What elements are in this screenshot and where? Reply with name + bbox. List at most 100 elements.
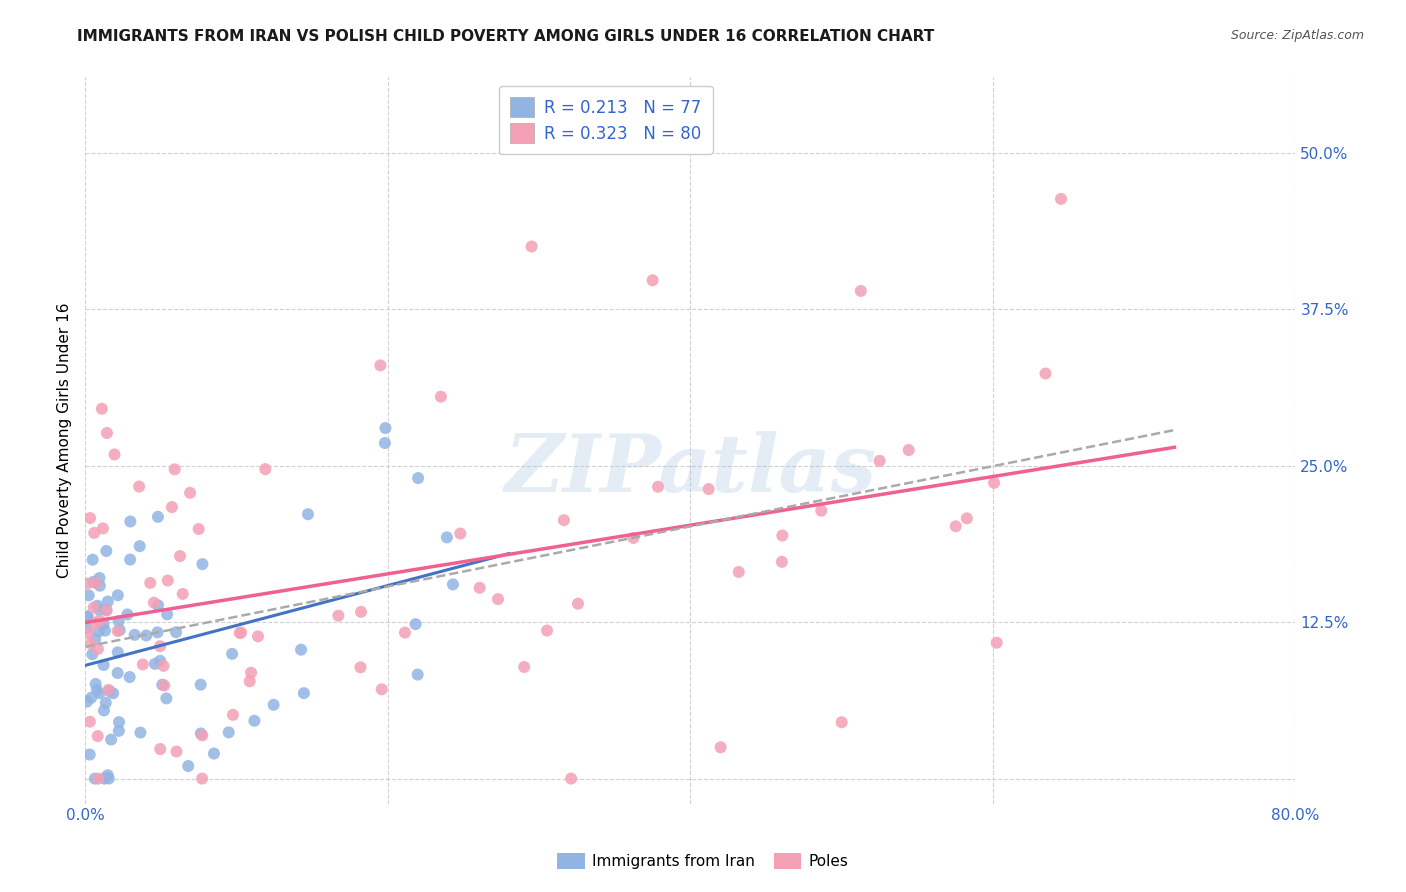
Point: [647, 480, 669, 494]
Point: [96, 603, 118, 617]
Point: [567, 597, 589, 611]
Point: [93, 616, 115, 631]
Point: [76, 625, 98, 640]
Point: [406, 667, 429, 681]
Point: [89, 686, 111, 700]
Point: [221, 647, 243, 661]
Point: [80, 636, 103, 650]
Point: [87, 772, 110, 786]
Point: [405, 617, 427, 632]
Point: [246, 629, 269, 643]
Point: [96, 425, 118, 440]
Point: [143, 657, 166, 671]
Point: [87, 641, 110, 656]
Point: [129, 725, 152, 739]
Point: [297, 507, 319, 521]
Point: [132, 657, 155, 672]
Point: [91, 521, 114, 535]
Point: [165, 625, 187, 640]
Text: Source: ZipAtlas.com: Source: ZipAtlas.com: [1230, 29, 1364, 43]
Point: [187, 522, 209, 536]
Point: [97, 682, 120, 697]
Point: [190, 726, 212, 740]
Point: [430, 390, 453, 404]
Point: [436, 530, 458, 544]
Point: [86, 682, 108, 697]
Point: [441, 577, 464, 591]
Point: [374, 421, 396, 435]
Point: [945, 519, 967, 533]
Point: [191, 772, 214, 786]
Point: [1050, 192, 1073, 206]
Point: [77, 588, 100, 602]
Point: [520, 239, 543, 253]
Point: [117, 607, 139, 622]
Point: [89, 614, 111, 628]
Point: [254, 462, 277, 476]
Point: [149, 742, 172, 756]
Point: [149, 639, 172, 653]
Point: [96, 603, 118, 617]
Point: [118, 670, 141, 684]
Point: [84, 616, 107, 631]
Point: [76, 609, 98, 624]
Point: [160, 500, 183, 515]
Point: [84, 576, 107, 591]
Point: [83, 772, 105, 786]
Point: [107, 614, 129, 628]
Point: [243, 714, 266, 728]
Point: [76, 695, 98, 709]
Point: [76, 576, 98, 591]
Point: [97, 772, 120, 786]
Legend: R = 0.213   N = 77, R = 0.323   N = 80: R = 0.213 N = 77, R = 0.323 N = 80: [499, 86, 713, 154]
Point: [98, 684, 121, 698]
Y-axis label: Child Poverty Among Girls Under 16: Child Poverty Among Girls Under 16: [58, 302, 72, 578]
Point: [710, 740, 733, 755]
Point: [82, 574, 104, 589]
Point: [166, 745, 188, 759]
Point: [560, 772, 582, 786]
Point: [107, 666, 129, 681]
Point: [1035, 367, 1057, 381]
Text: ZIPatlas: ZIPatlas: [505, 431, 876, 508]
Point: [222, 707, 245, 722]
Point: [84, 677, 107, 691]
Point: [177, 759, 200, 773]
Point: [394, 625, 416, 640]
Point: [128, 480, 150, 494]
Point: [371, 682, 394, 697]
Point: [96, 544, 118, 558]
Point: [107, 588, 129, 602]
Point: [146, 509, 169, 524]
Point: [107, 645, 129, 659]
Text: IMMIGRANTS FROM IRAN VS POLISH CHILD POVERTY AMONG GIRLS UNDER 16 CORRELATION CH: IMMIGRANTS FROM IRAN VS POLISH CHILD POV…: [77, 29, 935, 45]
Point: [328, 608, 350, 623]
Point: [84, 632, 107, 647]
Point: [513, 660, 536, 674]
Point: [155, 691, 177, 706]
Point: [103, 447, 125, 461]
Point: [621, 531, 644, 545]
Point: [553, 513, 575, 527]
Point: [108, 715, 131, 730]
Point: [120, 515, 142, 529]
Point: [468, 581, 491, 595]
Point: [163, 462, 186, 476]
Point: [107, 624, 129, 638]
Point: [153, 678, 176, 692]
Point: [97, 768, 120, 782]
Point: [135, 628, 157, 642]
Point: [82, 648, 104, 662]
Point: [350, 605, 373, 619]
Point: [770, 528, 793, 542]
Point: [89, 602, 111, 616]
Point: [983, 475, 1005, 490]
Point: [146, 625, 169, 640]
Point: [897, 442, 920, 457]
Point: [956, 511, 979, 525]
Point: [849, 284, 872, 298]
Point: [697, 482, 720, 496]
Point: [93, 703, 115, 717]
Point: [156, 607, 179, 622]
Point: [124, 628, 146, 642]
